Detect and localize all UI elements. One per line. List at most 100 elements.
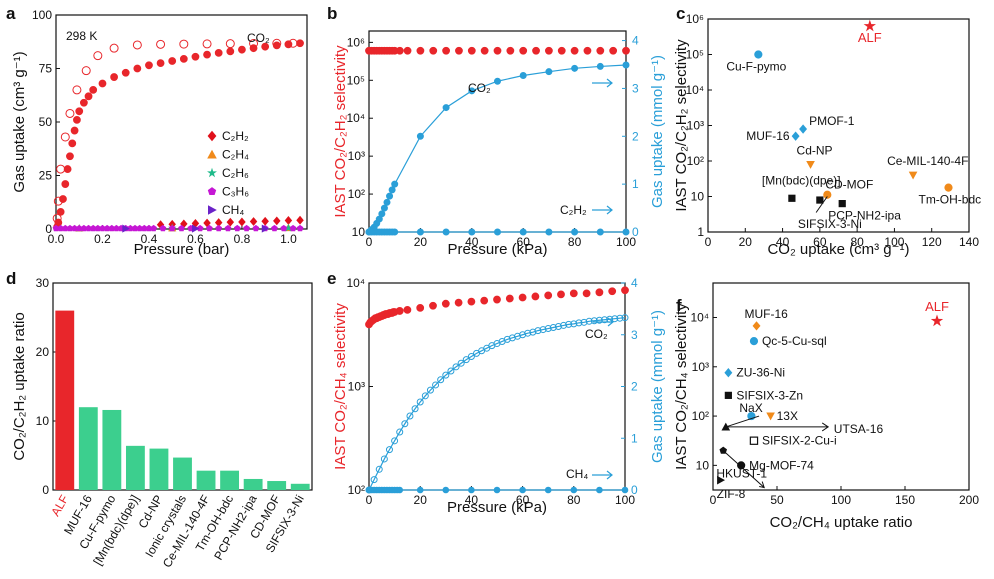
x-tick-label: 0 (366, 493, 373, 507)
data-point (582, 289, 591, 298)
data-point (53, 196, 63, 206)
data-point (396, 428, 404, 436)
series-c2h2 (365, 228, 630, 236)
data-point (601, 316, 609, 324)
data-point (145, 224, 153, 232)
data-point (429, 46, 438, 55)
data-point (468, 228, 476, 236)
data-point (99, 224, 106, 232)
data-point (616, 314, 624, 322)
data-point (426, 386, 434, 394)
data-point (61, 224, 69, 232)
panel-f: 0 50 100 150 200 10 10² 10³ 10⁴ f CO₂/CH₄ uptake r… (673, 282, 979, 531)
y-tick-label: 100 (32, 8, 52, 22)
data-point (252, 224, 260, 232)
data-point (411, 405, 419, 413)
point-label: Qc-5-Cu-sql (762, 334, 827, 348)
y-tick-label: 10 (36, 414, 50, 428)
data-point (493, 486, 501, 494)
x-tick-label: 50 (770, 493, 784, 507)
data-point (454, 298, 463, 307)
point-label: ALF (925, 299, 949, 314)
point-label: ZIF-8 (717, 487, 746, 501)
x-tick-label: 20 (414, 235, 428, 249)
y-axis-title: IAST CO₂/CH₄ selectivity (673, 303, 690, 470)
data-point (132, 40, 142, 50)
data-point (596, 228, 604, 236)
data-point (442, 228, 450, 236)
data-point (595, 288, 604, 297)
legend-marker (207, 149, 217, 159)
data-point (930, 314, 944, 327)
data-point (57, 224, 64, 232)
series-6 (122, 224, 270, 233)
y2-tick-label: 3 (631, 328, 638, 342)
data-point (136, 224, 144, 232)
data-point (531, 292, 540, 301)
arrow-co2 (592, 78, 613, 88)
data-point (296, 39, 304, 48)
y-axis-title: Gas uptake (cm³ g⁻¹) (11, 51, 28, 192)
y-tick-label: 10³ (348, 149, 365, 163)
data-point (429, 301, 437, 310)
data-point (754, 50, 763, 59)
data-point (452, 363, 460, 371)
panel-a: 0.0 0.2 0.4 0.6 0.8 1.0 0 25 50 75 100 a Pressure (b… (6, 4, 308, 258)
bar (243, 478, 263, 490)
x-axis-title: Pressure (bar) (134, 241, 230, 258)
panel-letter: d (6, 269, 16, 288)
x-tick-label: 150 (895, 493, 915, 507)
data-point (103, 224, 111, 232)
data-point (395, 46, 404, 55)
data-point (519, 72, 527, 80)
arrow-co2 (593, 317, 614, 327)
arrow-hkust (722, 450, 765, 489)
data-point (622, 61, 630, 69)
data-point (65, 108, 75, 118)
data-point (545, 46, 553, 55)
y-tick-label: 10 (691, 190, 705, 204)
panel-e: 0 20 40 60 80 100 10² 10³ 10⁴ 0 1 2 3 4 e Pressure (kPa… (327, 269, 666, 516)
data-point (455, 46, 463, 55)
x-tick-label: 100 (615, 493, 635, 507)
data-point (214, 48, 223, 57)
point-label: PMOF-1 (809, 114, 855, 128)
data-point (557, 46, 566, 55)
data-point (280, 224, 288, 232)
y-axis-title: IAST CO₂/C₂H₂ selectivity (673, 39, 690, 212)
data-point (539, 326, 547, 334)
point-label: [Mn(bdc)(dpe)] (762, 173, 841, 187)
data-point (752, 321, 761, 331)
point-label: PCP-NH2-ipa (828, 209, 901, 223)
data-point (192, 224, 200, 233)
data-point (168, 57, 177, 65)
panel-letter: f (676, 296, 682, 315)
data-point (468, 486, 475, 494)
data-point (544, 325, 552, 333)
data-point (108, 224, 116, 232)
point-label: 13X (777, 409, 798, 423)
arrow-utsa (725, 422, 830, 432)
data-point (94, 224, 102, 232)
data-point (378, 210, 386, 218)
data-point (406, 412, 414, 420)
x-tick-label: 60 (517, 235, 531, 249)
data-point (110, 73, 119, 81)
series-0 (53, 39, 304, 231)
series-label-co2: CO₂ (468, 81, 491, 95)
data-point (243, 224, 250, 232)
y-tick-label: 10² (348, 483, 365, 497)
data-point (622, 228, 630, 236)
series-selectivity (365, 286, 629, 329)
data-point (416, 303, 425, 312)
data-point (519, 331, 527, 339)
data-point (70, 126, 79, 135)
y2-tick-label: 0 (631, 483, 638, 497)
data-point (560, 321, 568, 329)
y-tick-label: 10⁶ (347, 35, 365, 49)
x-tick-label: 100 (616, 235, 636, 249)
series-label-co2: CO₂ (585, 327, 608, 341)
y-tick-label: 10⁶ (686, 12, 704, 26)
data-point (571, 228, 579, 236)
